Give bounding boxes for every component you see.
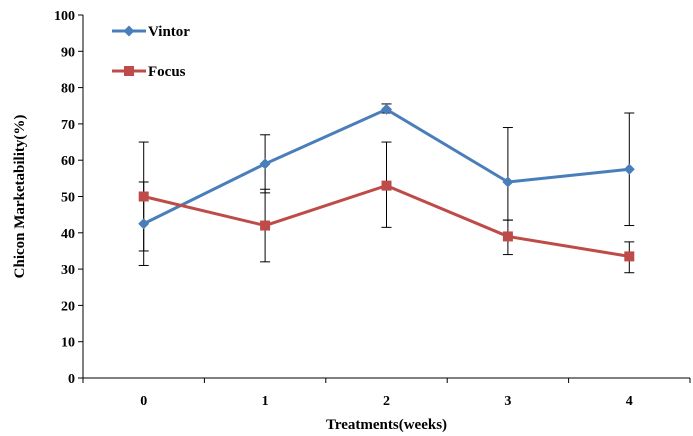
- legend-label-focus: Focus: [148, 64, 186, 80]
- x-axis-title: Treatments(weeks): [326, 417, 447, 433]
- legend-marker-vintor: [123, 25, 135, 37]
- x-tick-label: 4: [626, 394, 633, 409]
- x-tick-label: 3: [504, 394, 511, 409]
- data-point-focus: [138, 191, 149, 202]
- y-tick-label: 0: [68, 372, 75, 387]
- legend: Vintor Focus: [112, 24, 190, 80]
- data-point-focus: [502, 231, 513, 242]
- legend-label-vintor: Vintor: [148, 24, 190, 40]
- y-tick-label: 90: [61, 45, 75, 60]
- data-point-focus: [381, 180, 392, 191]
- data-point-vintor: [502, 176, 514, 188]
- y-tick-label: 30: [61, 263, 75, 278]
- x-axis-ticks: 0 1 2 3 4: [82, 378, 691, 409]
- y-tick-label: 70: [61, 118, 75, 133]
- y-tick-label: 80: [61, 82, 75, 97]
- data-point-focus: [624, 251, 635, 262]
- data-point-vintor: [138, 218, 150, 230]
- y-axis-ticks: 0 10 20 30 40 50 60 70 80 90 100: [54, 9, 83, 387]
- y-tick-label: 100: [54, 9, 75, 24]
- legend-marker-focus: [124, 66, 134, 76]
- y-axis-title: Chicon Marketability(%): [12, 115, 28, 279]
- error-bars: [138, 103, 635, 274]
- y-tick-label: 10: [61, 336, 75, 351]
- data-point-focus: [260, 220, 271, 231]
- x-tick-label: 2: [383, 394, 390, 409]
- data-point-vintor: [259, 158, 271, 170]
- y-tick-label: 60: [61, 154, 75, 169]
- y-tick-label: 20: [61, 299, 75, 314]
- data-point-vintor: [381, 103, 392, 115]
- y-tick-label: 40: [61, 227, 75, 242]
- series-lines: [138, 103, 635, 262]
- x-tick-label: 1: [262, 394, 269, 409]
- y-tick-label: 50: [61, 191, 75, 206]
- data-point-vintor: [623, 163, 635, 175]
- x-tick-label: 0: [140, 394, 147, 409]
